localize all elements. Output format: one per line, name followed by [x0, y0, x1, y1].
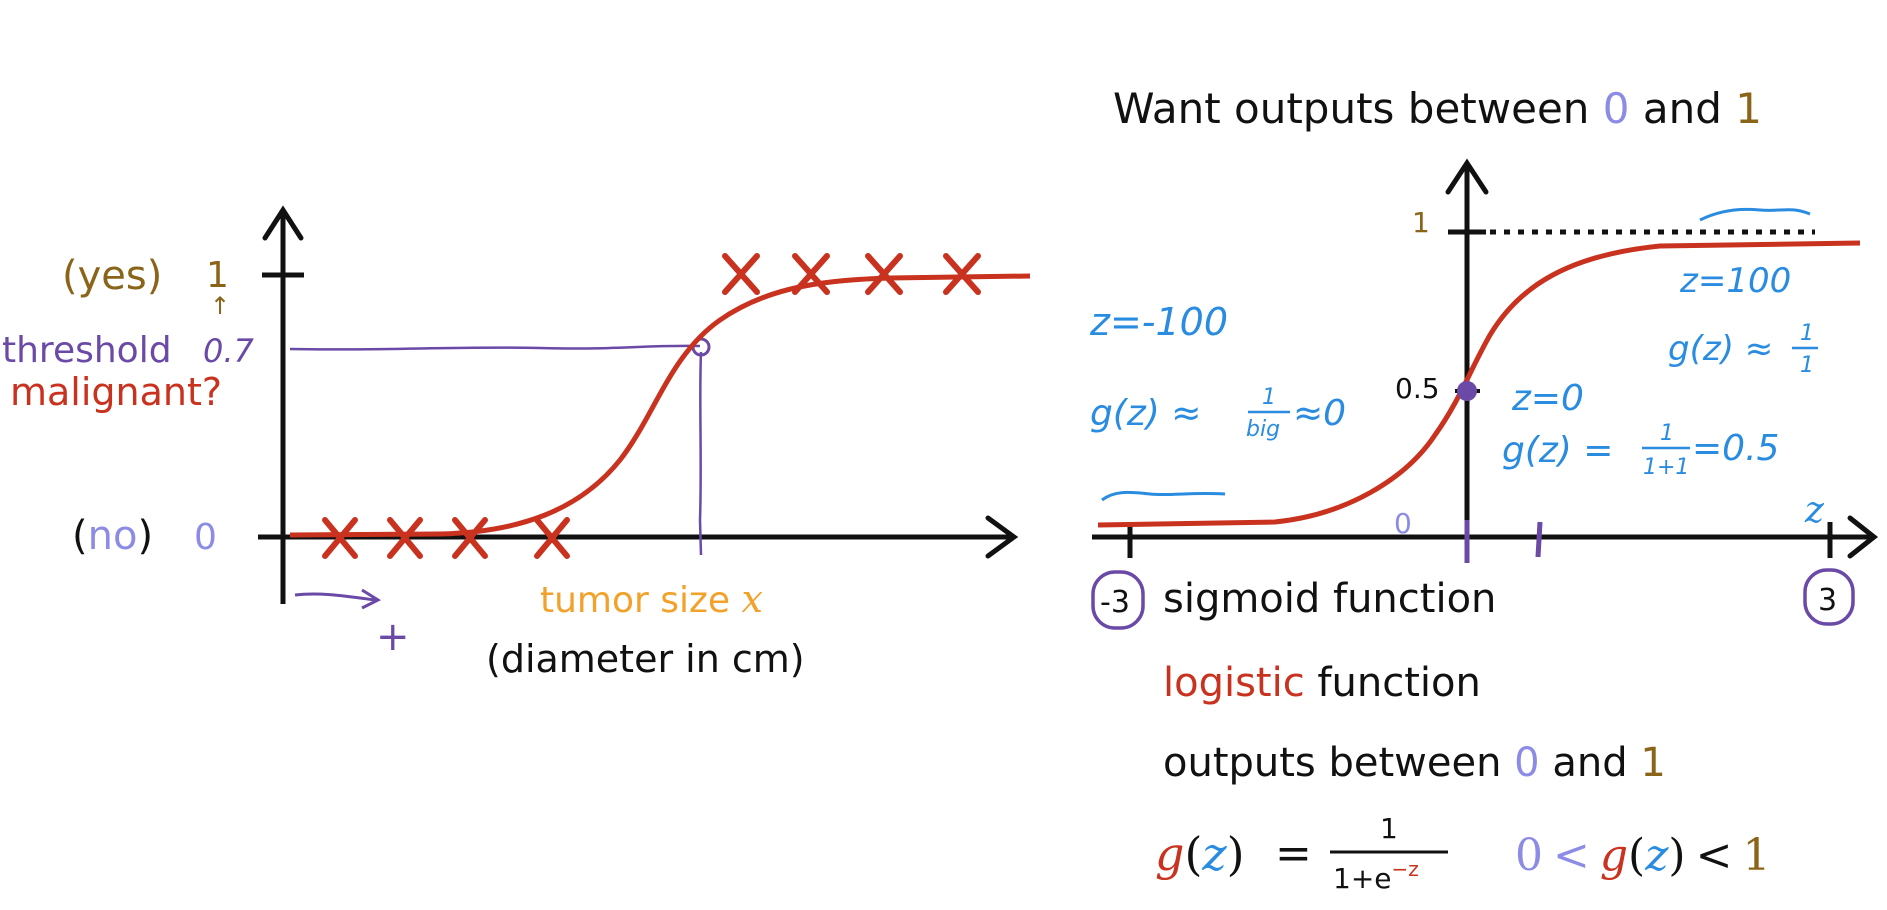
note-g-neg-den: big — [1246, 417, 1280, 442]
y-label-yes: (yes) — [62, 253, 162, 299]
left-sigmoid-curve — [289, 273, 1031, 538]
formula-numerator: 1 — [1380, 812, 1398, 845]
note-z-neg: z=-100 — [1089, 300, 1228, 344]
right-y-axis-arrowhead — [1445, 158, 1489, 195]
right-x-axis-arrowhead — [1847, 515, 1879, 559]
right-x-label-zero: 0 — [1394, 507, 1412, 540]
tick-neg3-label: -3 — [1100, 585, 1130, 620]
note-g-zero-suffix: =0.5 — [1692, 428, 1779, 469]
note-g-zero-num: 1 — [1660, 421, 1674, 446]
small-arrow — [294, 592, 376, 602]
x-axis-label: tumor size x — [540, 577, 763, 621]
formula-lhs: g(z) — [1155, 827, 1245, 881]
marker-yes-3 — [865, 253, 903, 295]
marker-yes-2 — [792, 253, 830, 295]
note-z-zero: z=0 — [1511, 378, 1584, 419]
marker-no-4 — [534, 517, 570, 559]
text-line-logistic: logistic function — [1163, 660, 1481, 706]
threshold-value: 0.7 — [203, 332, 255, 370]
y-label-one-arrow: ↑ — [210, 292, 230, 320]
squiggle-left — [1101, 490, 1226, 502]
y-label-zero: 0 — [194, 517, 217, 558]
threshold-vertical-line — [698, 351, 703, 556]
left-y-axis-arrowhead — [262, 205, 304, 241]
note-g-neg-prefix: g(z) ≈ — [1090, 393, 1201, 434]
x-axis-sublabel: (diameter in cm) — [486, 637, 805, 681]
formula: g(z) = 1 1+e−z 0 < g(z) <1 — [1155, 812, 1770, 895]
note-z-pos: z=100 — [1679, 261, 1791, 301]
threshold-line — [289, 344, 701, 351]
right-y-label-one: 1 — [1412, 206, 1430, 239]
left-plot: + (yes) 1 ↑ threshold 0.7 malignant? (no… — [2, 205, 1031, 681]
marker-no-1 — [322, 517, 358, 559]
y-label-no: (no) — [72, 513, 153, 559]
text-block: sigmoid function logistic function outpu… — [1163, 576, 1666, 786]
text-line-sigmoid: sigmoid function — [1163, 576, 1496, 622]
highlighted-point — [1457, 381, 1477, 401]
formula-bounds: 0 < g(z) <1 — [1515, 830, 1770, 881]
note-g-zero-den: 1+1 — [1643, 455, 1689, 480]
right-y-label-half: 0.5 — [1395, 372, 1440, 405]
malignant-label: malignant? — [10, 370, 222, 414]
marker-no-2 — [387, 517, 423, 559]
right-plot: Want outputs between 0 and 1 1 0.5 0 z -… — [1089, 84, 1879, 630]
note-g-neg-suffix: ≈0 — [1293, 393, 1346, 434]
left-x-axis-arrowhead — [985, 515, 1019, 559]
formula-denominator: 1+e−z — [1333, 857, 1419, 895]
right-heading: Want outputs between 0 and 1 — [1113, 84, 1762, 133]
plus-sign: + — [376, 614, 410, 660]
marker-yes-1 — [722, 253, 760, 295]
formula-equals: = — [1275, 828, 1312, 879]
right-sigmoid-curve — [1097, 240, 1861, 528]
tick-pos3-label: 3 — [1818, 583, 1837, 618]
note-g-zero-prefix: g(z) = — [1502, 430, 1613, 471]
text-line-outputs: outputs between 0 and 1 — [1163, 740, 1666, 786]
note-g-neg-num: 1 — [1262, 385, 1276, 410]
threshold-label: threshold — [2, 330, 172, 371]
tick-neg3-circle — [1091, 570, 1145, 630]
small-arrow-head — [361, 588, 382, 610]
marker-no-3 — [452, 517, 488, 559]
right-x-tick-one — [1535, 521, 1543, 558]
tick-pos3-circle — [1803, 568, 1855, 626]
note-g-pos-prefix: g(z) ≈ — [1668, 329, 1773, 369]
marker-yes-4 — [943, 253, 981, 295]
right-x-axis-var: z — [1804, 490, 1825, 531]
note-g-pos-num: 1 — [1800, 321, 1814, 346]
y-label-one: 1 — [206, 255, 229, 296]
squiggle-right — [1699, 207, 1811, 222]
note-g-pos-den: 1 — [1800, 353, 1814, 378]
